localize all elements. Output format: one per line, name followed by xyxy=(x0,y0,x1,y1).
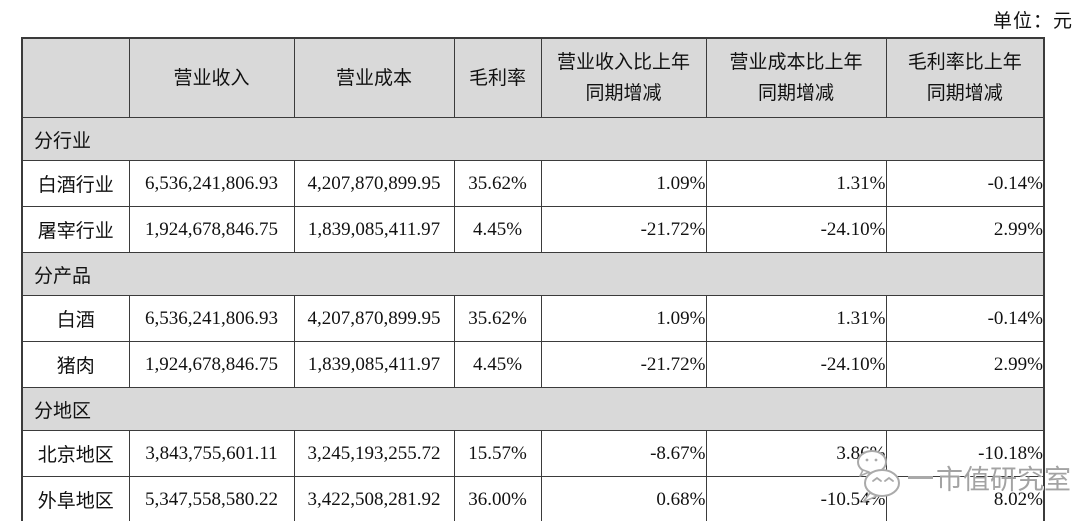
revenue-yoy-value: -21.72% xyxy=(540,206,707,253)
revenue-yoy-value: 1.09% xyxy=(540,160,707,207)
table-header-row: 营业收入 营业成本 毛利率 营业收入比上年 同期增减 营业成本比上年 同期增减 … xyxy=(21,37,1045,118)
margin-value: 35.62% xyxy=(453,160,542,207)
header-revenue-yoy-line1: 营业收入比上年 xyxy=(556,52,690,73)
margin-value: 36.00% xyxy=(453,476,542,521)
section-title: 分地区 xyxy=(21,387,1045,431)
cost-yoy-value: -24.10% xyxy=(705,341,887,388)
revenue-value: 5,347,558,580.22 xyxy=(128,476,295,521)
table-row-liquor-product: 白酒 6,536,241,806.93 4,207,870,899.95 35.… xyxy=(21,295,1045,342)
section-row-by-region: 分地区 xyxy=(21,387,1045,431)
header-empty-cell xyxy=(21,37,130,118)
table-row-outside-region: 外阜地区 5,347,558,580.22 3,422,508,281.92 3… xyxy=(21,476,1045,521)
margin-yoy-value: 2.99% xyxy=(885,206,1045,253)
revenue-value: 3,843,755,601.11 xyxy=(128,430,295,477)
header-cost-yoy-line2: 同期增减 xyxy=(757,83,834,104)
margin-yoy-value: -10.18% xyxy=(885,430,1045,477)
revenue-value: 6,536,241,806.93 xyxy=(128,160,295,207)
cost-value: 4,207,870,899.95 xyxy=(293,160,455,207)
cost-yoy-value: 1.31% xyxy=(705,160,887,207)
section-row-by-product: 分产品 xyxy=(21,252,1045,296)
cost-yoy-value: 1.31% xyxy=(705,295,887,342)
section-row-by-industry: 分行业 xyxy=(21,117,1045,161)
cost-value: 4,207,870,899.95 xyxy=(293,295,455,342)
cost-yoy-value: -10.54% xyxy=(705,476,887,521)
header-cost: 营业成本 xyxy=(293,37,455,118)
revenue-value: 1,924,678,846.75 xyxy=(128,341,295,388)
row-label: 白酒行业 xyxy=(21,160,130,207)
header-margin-yoy-line1: 毛利率比上年 xyxy=(907,52,1022,73)
row-label: 猪肉 xyxy=(21,341,130,388)
margin-value: 4.45% xyxy=(453,341,542,388)
cost-yoy-value: 3.86% xyxy=(705,430,887,477)
header-revenue: 营业收入 xyxy=(128,37,295,118)
section-title: 分产品 xyxy=(21,252,1045,296)
row-label: 北京地区 xyxy=(21,430,130,477)
cost-value: 1,839,085,411.97 xyxy=(293,206,455,253)
revenue-yoy-value: 1.09% xyxy=(540,295,707,342)
revenue-value: 1,924,678,846.75 xyxy=(128,206,295,253)
header-cost-yoy-line1: 营业成本比上年 xyxy=(729,52,863,73)
revenue-yoy-value: 0.68% xyxy=(540,476,707,521)
revenue-value: 6,536,241,806.93 xyxy=(128,295,295,342)
margin-value: 15.57% xyxy=(453,430,542,477)
cost-value: 1,839,085,411.97 xyxy=(293,341,455,388)
margin-yoy-value: -0.14% xyxy=(885,160,1045,207)
revenue-yoy-value: -8.67% xyxy=(540,430,707,477)
table-row-slaughter-industry: 屠宰行业 1,924,678,846.75 1,839,085,411.97 4… xyxy=(21,206,1045,253)
header-cost-yoy: 营业成本比上年 同期增减 xyxy=(705,37,887,118)
row-label: 屠宰行业 xyxy=(21,206,130,253)
margin-yoy-value: 8.02% xyxy=(885,476,1045,521)
header-margin-yoy: 毛利率比上年 同期增减 xyxy=(885,37,1045,118)
row-label: 外阜地区 xyxy=(21,476,130,521)
header-margin: 毛利率 xyxy=(453,37,542,118)
header-margin-yoy-line2: 同期增减 xyxy=(926,83,1003,104)
header-revenue-yoy: 营业收入比上年 同期增减 xyxy=(540,37,707,118)
row-label: 白酒 xyxy=(21,295,130,342)
table-row-liquor-industry: 白酒行业 6,536,241,806.93 4,207,870,899.95 3… xyxy=(21,160,1045,207)
margin-yoy-value: 2.99% xyxy=(885,341,1045,388)
margin-yoy-value: -0.14% xyxy=(885,295,1045,342)
section-title: 分行业 xyxy=(21,117,1045,161)
header-revenue-yoy-line2: 同期增减 xyxy=(585,83,662,104)
financial-breakdown-table: 营业收入 营业成本 毛利率 营业收入比上年 同期增减 营业成本比上年 同期增减 … xyxy=(21,37,1045,521)
revenue-yoy-value: -21.72% xyxy=(540,341,707,388)
unit-label: 单位：元 xyxy=(992,11,1073,32)
cost-yoy-value: -24.10% xyxy=(705,206,887,253)
table-row-pork-product: 猪肉 1,924,678,846.75 1,839,085,411.97 4.4… xyxy=(21,341,1045,388)
cost-value: 3,422,508,281.92 xyxy=(293,476,455,521)
margin-value: 35.62% xyxy=(453,295,542,342)
table-row-beijing-region: 北京地区 3,843,755,601.11 3,245,193,255.72 1… xyxy=(21,430,1045,477)
margin-value: 4.45% xyxy=(453,206,542,253)
cost-value: 3,245,193,255.72 xyxy=(293,430,455,477)
